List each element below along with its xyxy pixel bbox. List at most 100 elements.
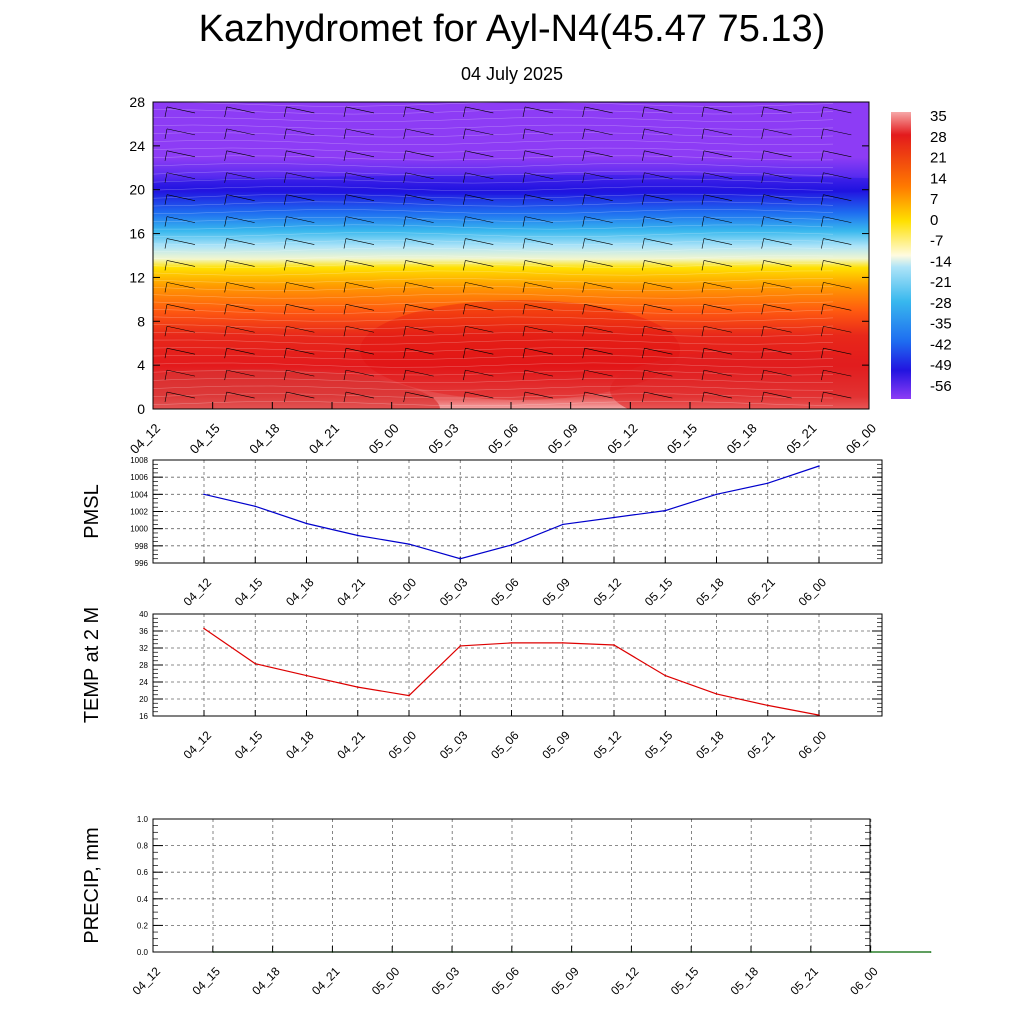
x-tick-label: 05_12 <box>591 575 625 609</box>
wind-barb <box>286 128 315 136</box>
x-tick-label: 05_00 <box>386 728 420 762</box>
wind-barb-flag <box>284 370 287 381</box>
wind-barb-flag <box>881 129 883 139</box>
wind-barb-flag <box>164 150 168 161</box>
contour-line <box>153 293 834 299</box>
wind-barb-flag <box>284 150 287 161</box>
wind-barb-flag <box>642 391 645 403</box>
wind-barb <box>763 106 792 114</box>
wind-barb <box>345 150 375 158</box>
wind-barb-flag <box>761 150 764 161</box>
panel-frame <box>152 613 883 717</box>
data-point <box>510 544 513 546</box>
wind-barb-flag <box>821 150 824 161</box>
wind-barb <box>763 282 792 289</box>
y-tick-label: 0.0 <box>137 948 149 957</box>
colorbar-label: -49 <box>930 357 952 374</box>
wind-barb <box>823 172 852 180</box>
wind-barb-flag <box>642 128 645 139</box>
x-tick-label: 04_15 <box>232 728 266 762</box>
wind-barb-flag <box>761 282 764 293</box>
wind-barb <box>465 216 494 223</box>
wind-barb-flag <box>164 326 168 337</box>
wind-barb-flag <box>522 348 526 359</box>
wind-barb <box>584 194 613 201</box>
wind-barb-flag <box>642 238 645 249</box>
wind-barb-flag <box>403 128 406 139</box>
contour-line <box>153 370 834 376</box>
wind-barb <box>405 282 434 289</box>
wind-barb <box>823 194 852 201</box>
wind-barb <box>226 194 255 201</box>
wind-barb-flag <box>701 238 705 249</box>
wind-barb-flag <box>403 172 406 183</box>
wind-barb <box>524 325 554 333</box>
wind-barb-flag <box>701 326 705 337</box>
wind-barb <box>166 347 196 355</box>
x-tick-label: 06_00 <box>843 421 879 457</box>
wind-barb <box>644 304 673 311</box>
wind-barb <box>584 238 613 245</box>
x-tick-label: 05_18 <box>728 964 762 998</box>
chart-subtitle: 04 July 2025 <box>460 64 564 84</box>
contour-line <box>153 124 834 130</box>
contour-line <box>153 224 834 230</box>
wind-barb <box>405 391 434 399</box>
wind-barb <box>465 347 494 355</box>
y-tick-label: 24 <box>139 678 148 687</box>
wind-barb-flag <box>642 326 645 337</box>
wind-barb-flag <box>881 282 883 292</box>
wind-barb <box>584 172 613 180</box>
panel-frame <box>152 818 871 953</box>
y-tick-label: 16 <box>129 226 145 242</box>
wind-barb-flag <box>343 304 347 315</box>
x-tick-label: 05_09 <box>539 575 573 609</box>
x-tick-label: 05_06 <box>485 421 521 457</box>
data-point <box>766 704 769 707</box>
wind-barb-flag <box>761 304 764 315</box>
wind-barb <box>226 282 255 289</box>
wind-barb <box>166 106 196 114</box>
y-tick-label: 0.8 <box>137 842 149 851</box>
wind-barb-flag <box>821 304 824 315</box>
wind-barb-flag <box>522 150 526 161</box>
contour-line <box>153 163 834 169</box>
wind-barb <box>226 150 255 158</box>
data-point <box>510 642 513 644</box>
wind-barb-flag <box>821 128 824 139</box>
wind-barb-flag <box>343 282 347 293</box>
wind-barb <box>644 369 673 377</box>
wind-barb <box>644 106 673 114</box>
y-tick-label: 0.2 <box>137 921 149 930</box>
colorbar <box>891 112 911 399</box>
wind-barb <box>166 325 196 333</box>
wind-barb <box>823 128 852 136</box>
data-point <box>203 493 205 496</box>
wind-barb-flag <box>522 172 526 183</box>
data-point <box>664 674 667 677</box>
wind-barb <box>166 391 196 399</box>
wind-barb-flag <box>284 238 287 249</box>
contour-line <box>153 147 834 153</box>
contour-line <box>153 355 834 360</box>
pmsl-panel: 996 998 1000 1002 1004 1006 1008 04_12 04_15 04_1… <box>81 456 883 609</box>
x-tick-label: 05_06 <box>488 728 522 762</box>
wind-barb <box>465 238 494 245</box>
wind-barb-flag <box>701 172 705 183</box>
wind-barb <box>644 150 673 158</box>
data-point <box>715 693 718 695</box>
contour-line <box>153 109 834 115</box>
y-tick-label: 1.0 <box>137 815 149 824</box>
wind-barb <box>584 325 613 333</box>
wind-barb-flag <box>821 282 824 293</box>
wind-barb <box>465 282 494 289</box>
wind-barb-flag <box>642 216 645 227</box>
x-tick-label: 06_00 <box>847 964 881 998</box>
wind-barb <box>763 238 792 245</box>
wind-barb-flag <box>463 391 466 403</box>
y-tick-label: 8 <box>137 313 145 329</box>
wind-barb-flag <box>463 326 466 337</box>
wind-barb <box>763 304 792 311</box>
wind-barb-flag <box>343 106 347 118</box>
y-tick-label: 998 <box>135 542 149 551</box>
